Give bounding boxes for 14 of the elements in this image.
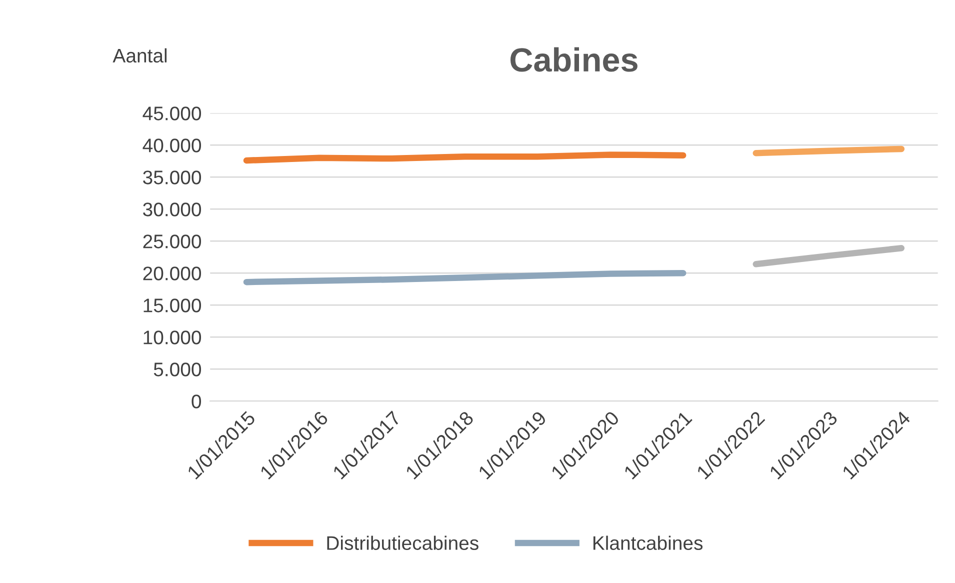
y-tick-label: 40.000	[142, 138, 202, 152]
y-tick-label: 5.000	[154, 362, 202, 376]
y-tick-label: 25.000	[143, 234, 202, 248]
y-tick-label: 30.000	[143, 202, 202, 216]
chart-title: Cabines	[510, 47, 638, 72]
y-tick-label: 20.000	[143, 266, 202, 280]
y-tick-label: 35.000	[143, 170, 202, 184]
y-tick-label: 45.000	[142, 106, 202, 120]
y-tick-label: 0	[192, 394, 202, 408]
legend-label: Klantcabines	[593, 536, 703, 550]
y-axis-title: Aantal	[112, 48, 167, 63]
y-tick-label: 10.000	[144, 330, 202, 344]
legend-label: Distributiecabines	[327, 536, 478, 550]
y-tick-label: 15.000	[144, 298, 202, 312]
